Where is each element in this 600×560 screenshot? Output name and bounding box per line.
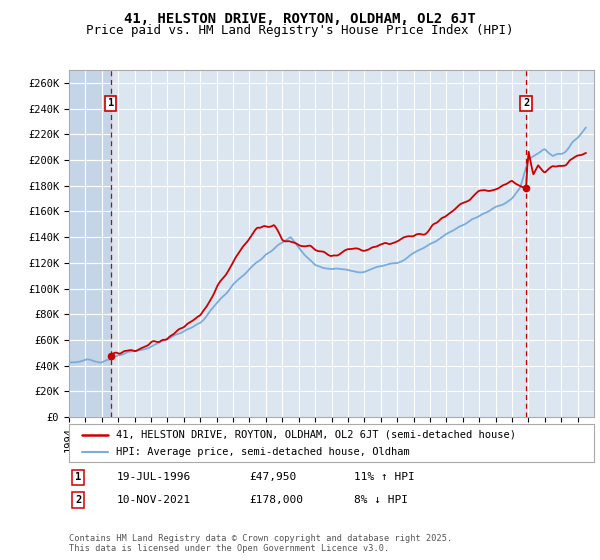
- Text: 2: 2: [75, 495, 81, 505]
- Text: Contains HM Land Registry data © Crown copyright and database right 2025.
This d: Contains HM Land Registry data © Crown c…: [69, 534, 452, 553]
- Text: £47,950: £47,950: [249, 472, 296, 482]
- Text: 41, HELSTON DRIVE, ROYTON, OLDHAM, OL2 6JT (semi-detached house): 41, HELSTON DRIVE, ROYTON, OLDHAM, OL2 6…: [116, 430, 516, 440]
- Text: HPI: Average price, semi-detached house, Oldham: HPI: Average price, semi-detached house,…: [116, 447, 410, 458]
- Text: 8% ↓ HPI: 8% ↓ HPI: [354, 495, 408, 505]
- Text: £178,000: £178,000: [249, 495, 303, 505]
- Text: 19-JUL-1996: 19-JUL-1996: [117, 472, 191, 482]
- Text: 1: 1: [107, 99, 114, 109]
- Text: 11% ↑ HPI: 11% ↑ HPI: [354, 472, 415, 482]
- Text: 41, HELSTON DRIVE, ROYTON, OLDHAM, OL2 6JT: 41, HELSTON DRIVE, ROYTON, OLDHAM, OL2 6…: [124, 12, 476, 26]
- Text: 1: 1: [75, 472, 81, 482]
- Text: 2: 2: [523, 99, 529, 109]
- Text: 10-NOV-2021: 10-NOV-2021: [117, 495, 191, 505]
- Text: Price paid vs. HM Land Registry's House Price Index (HPI): Price paid vs. HM Land Registry's House …: [86, 24, 514, 36]
